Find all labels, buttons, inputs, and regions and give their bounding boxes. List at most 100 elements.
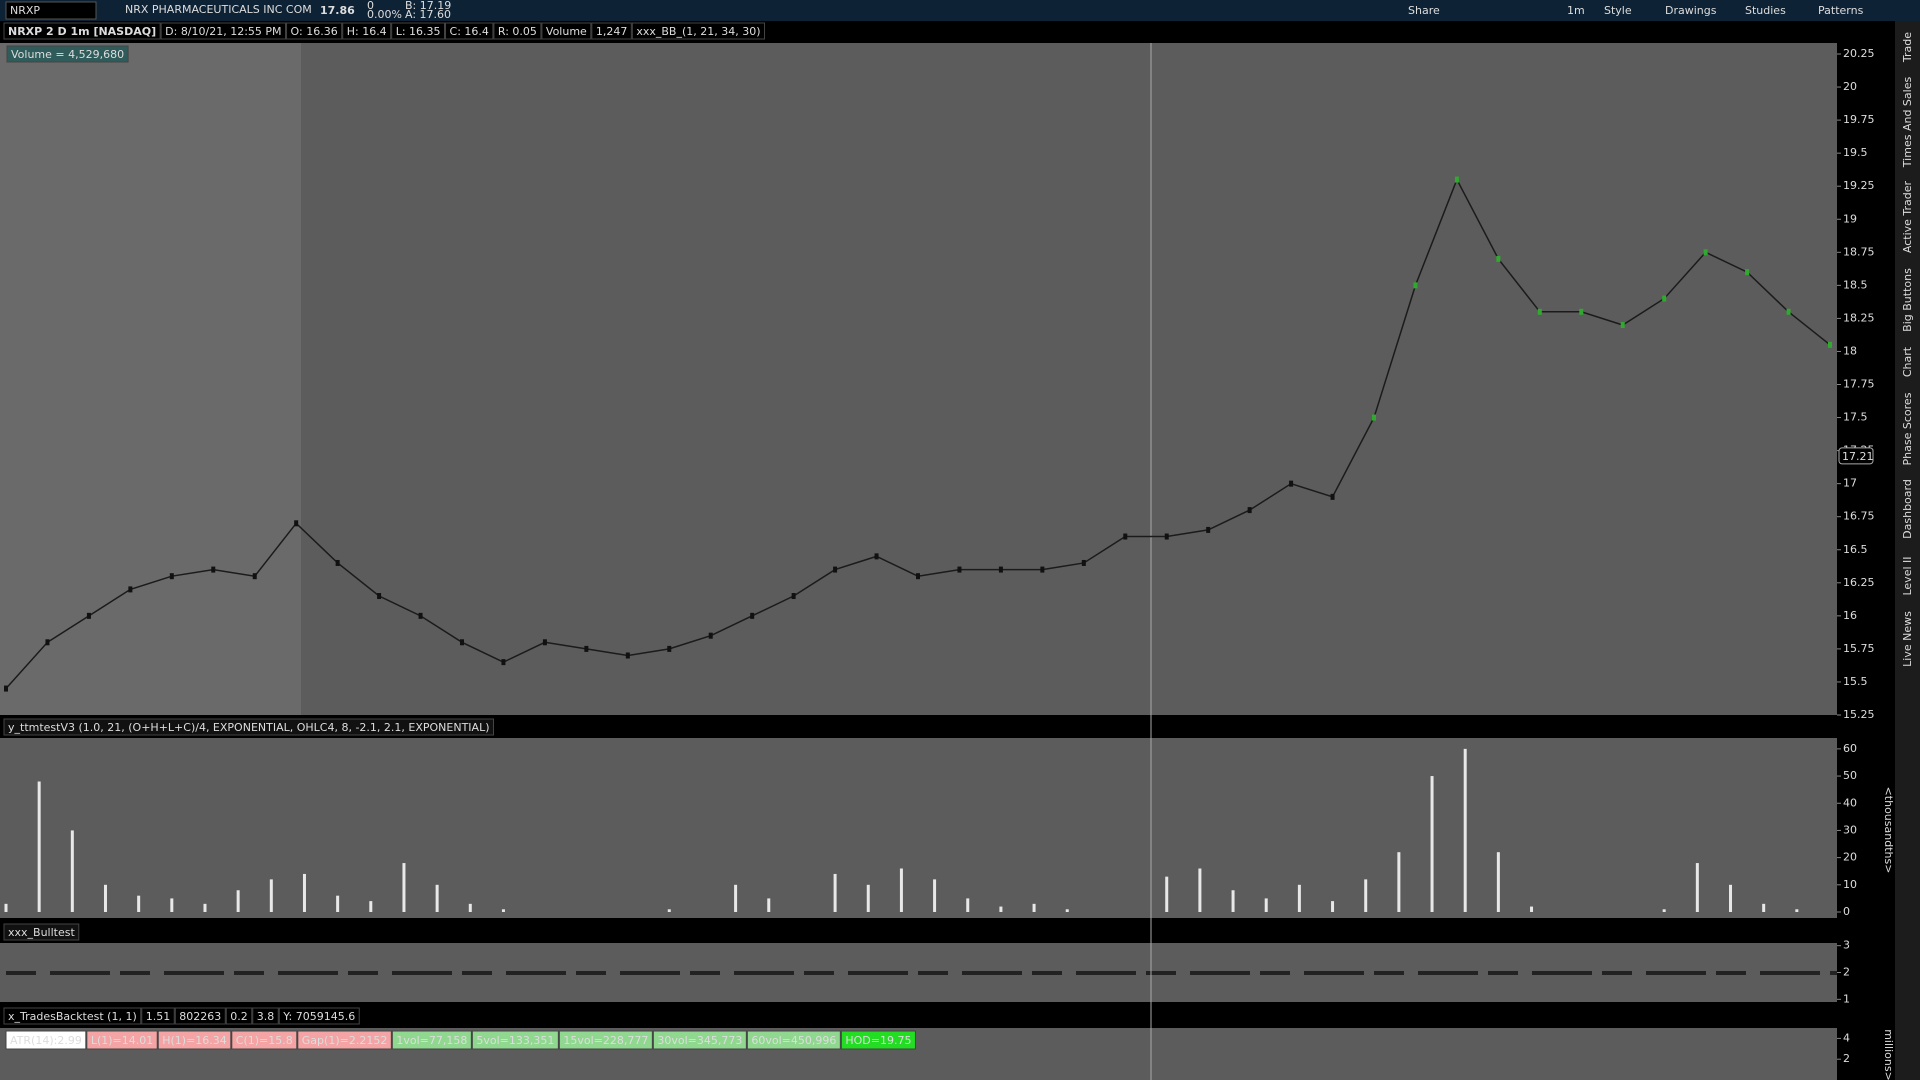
price-candle — [916, 573, 920, 580]
side-tab[interactable]: Dashboard — [1901, 479, 1914, 539]
y-tick-label: 17.5 — [1843, 411, 1868, 424]
price-candle — [1247, 507, 1252, 514]
study-title: xxx_Bulltest — [8, 926, 75, 939]
side-tab[interactable]: Level II — [1901, 556, 1914, 595]
toolbar-button[interactable]: Share — [1408, 4, 1440, 17]
oscillator-bar — [866, 884, 870, 912]
price-candle — [128, 586, 133, 593]
price-candle — [584, 645, 589, 652]
toolbar-button[interactable]: Studies — [1745, 4, 1786, 17]
stat-label: 1vol=77,158 — [396, 1034, 467, 1047]
y-tick-label: 17.75 — [1843, 378, 1875, 391]
chart-title: NRXP 2 D 1m [NASDAQ] — [8, 25, 156, 38]
label-box — [6, 45, 129, 63]
label-box — [174, 1007, 226, 1025]
side-tab[interactable]: Big Buttons — [1901, 268, 1914, 332]
interval[interactable]: 1m — [1567, 4, 1585, 17]
oscillator-bar — [999, 906, 1003, 912]
oscillator-bar — [1297, 884, 1301, 912]
symbol-box[interactable] — [5, 1, 97, 20]
side-tab-bar — [1895, 21, 1920, 1080]
label-box — [558, 1030, 653, 1050]
side-tab[interactable]: Live News — [1901, 611, 1914, 667]
side-tab[interactable]: Trade — [1901, 32, 1914, 63]
label-box — [225, 1007, 253, 1025]
y-tick-label: 2 — [1843, 1052, 1850, 1065]
side-tab[interactable]: Chart — [1901, 346, 1914, 377]
backtest-field: 0.2 — [230, 1010, 248, 1023]
price-candle — [1040, 566, 1045, 573]
label-box — [3, 1007, 142, 1025]
price-candle — [45, 639, 50, 646]
label-box — [652, 1030, 747, 1050]
oscillator-bar — [1762, 903, 1766, 912]
ask: A: 17.60 — [405, 8, 451, 21]
oscillator-bar — [37, 781, 41, 912]
side-tab[interactable]: Active Trader — [1901, 180, 1914, 253]
y-tick-label: 18.25 — [1843, 311, 1875, 324]
label-box — [3, 718, 494, 736]
label-box — [278, 1007, 360, 1025]
backtest-field: x_TradesBacktest (1, 1) — [8, 1010, 137, 1023]
oscillator-bar — [170, 898, 174, 912]
side-tab[interactable]: Times And Sales — [1901, 77, 1914, 169]
label-box — [160, 22, 287, 40]
oscillator-bar — [1530, 906, 1534, 912]
price-candle — [998, 566, 1003, 573]
label-box — [471, 1030, 559, 1050]
header-field: C: 16.4 — [450, 25, 489, 38]
side-tab[interactable]: Phase Scores — [1901, 392, 1914, 465]
y-tick-label: 1 — [1843, 992, 1850, 1005]
price-candle — [542, 639, 547, 646]
price-marker-box — [1838, 447, 1874, 465]
y-tick-label: 60 — [1843, 742, 1857, 755]
price-pane — [0, 43, 1837, 715]
oscillator-bar — [1198, 868, 1202, 912]
price-candle — [957, 566, 962, 573]
toolbar — [0, 0, 1920, 21]
price-candle — [335, 559, 340, 566]
header-field: 1,247 — [596, 25, 628, 38]
header-field: O: 16.36 — [291, 25, 338, 38]
label-box — [286, 22, 343, 40]
price-candle — [1537, 308, 1542, 315]
price-candle — [294, 520, 299, 527]
toolbar-button[interactable]: Style — [1604, 4, 1632, 17]
backtest-field: 802263 — [179, 1010, 221, 1023]
price-candle — [4, 685, 8, 692]
y-tick-label: 30 — [1843, 823, 1857, 836]
oscillator-bar — [933, 879, 937, 912]
study-title: y_ttmtestV3 (1.0, 21, (O+H+L+C)/4, EXPON… — [8, 721, 490, 734]
price-candle — [1123, 533, 1128, 540]
oscillator-bar — [1065, 909, 1069, 912]
price-candle — [1206, 526, 1211, 533]
y-tick-label: 15.75 — [1843, 642, 1875, 655]
oscillator-bar — [1463, 748, 1467, 912]
header-field: R: 0.05 — [498, 25, 537, 38]
label-box — [493, 22, 542, 40]
oscillator-bar — [1695, 863, 1699, 912]
oscillator-bar — [1496, 852, 1500, 912]
label-box — [297, 1030, 392, 1050]
y-tick-label: 18 — [1843, 344, 1857, 357]
price-candle — [1703, 249, 1708, 256]
header-field: xxx_BB_(1, 21, 34, 30) — [636, 25, 760, 38]
y-tick-label: 4 — [1843, 1031, 1850, 1044]
toolbar-button[interactable]: Patterns — [1818, 4, 1864, 17]
toolbar-button[interactable]: Drawings — [1665, 4, 1717, 17]
y-tick-label: 50 — [1843, 769, 1857, 782]
oscillator-bar — [1331, 901, 1335, 912]
oscillator-bar — [203, 903, 207, 912]
stat-label: 5vol=133,351 — [476, 1034, 554, 1047]
label-box — [445, 22, 494, 40]
backtest-field: Y: 7059145.6 — [282, 1010, 355, 1023]
axis-label: millions> — [1882, 1029, 1895, 1080]
label-box — [342, 22, 392, 40]
y-tick-label: 18.75 — [1843, 245, 1875, 258]
symbol[interactable]: NRXP — [10, 4, 40, 17]
oscillator-bar — [833, 873, 837, 912]
price-candle — [1164, 533, 1169, 540]
oscillator-bar — [402, 863, 406, 912]
price-candle — [1786, 308, 1791, 315]
oscillator-bar — [336, 895, 340, 912]
